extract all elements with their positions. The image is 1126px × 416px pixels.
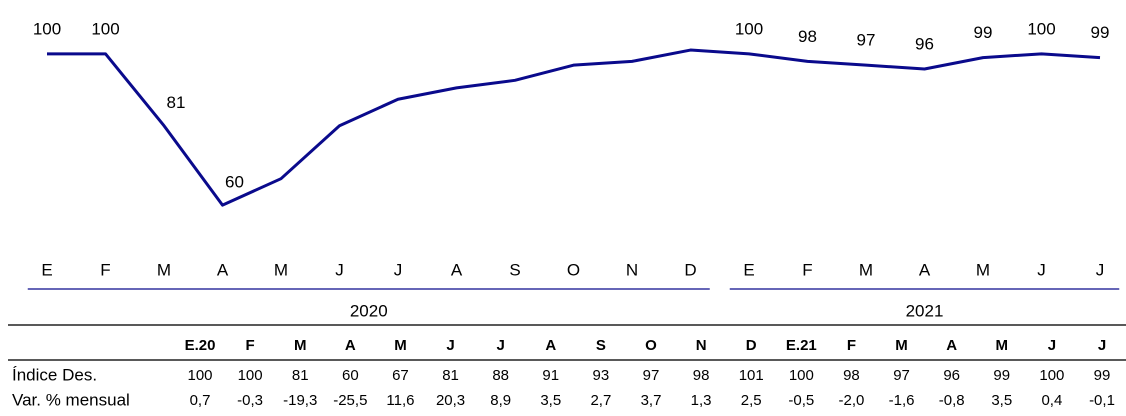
table-cell: -25,5 bbox=[333, 392, 367, 409]
table-cell: 97 bbox=[893, 367, 910, 384]
table-cell: 20,3 bbox=[436, 392, 465, 409]
table-header-cell: F bbox=[246, 337, 255, 354]
x-tick-label: F bbox=[802, 260, 812, 279]
x-tick-label: M bbox=[976, 260, 990, 279]
x-tick-label: J bbox=[1037, 260, 1046, 279]
data-label: 81 bbox=[167, 93, 186, 112]
data-label: 100 bbox=[735, 19, 763, 38]
x-tick-label: J bbox=[394, 260, 403, 279]
x-tick-label: N bbox=[626, 260, 638, 279]
table-cell: 8,9 bbox=[490, 392, 511, 409]
table-cell: 100 bbox=[1039, 367, 1064, 384]
x-tick-label: O bbox=[567, 260, 580, 279]
table-cell: 3,5 bbox=[540, 392, 561, 409]
table-cell: -0,8 bbox=[939, 392, 965, 409]
table-cell: 0,7 bbox=[190, 392, 211, 409]
table-cell: 3,7 bbox=[641, 392, 662, 409]
data-label: 96 bbox=[915, 34, 934, 53]
x-tick-label: D bbox=[684, 260, 696, 279]
data-label: 99 bbox=[1091, 23, 1110, 42]
data-label: 98 bbox=[798, 27, 817, 46]
table-header-cell: F bbox=[847, 337, 856, 354]
table-header-cell: M bbox=[394, 337, 407, 354]
table-header-cell: N bbox=[696, 337, 707, 354]
table-cell: -1,6 bbox=[889, 392, 915, 409]
x-tick-label: F bbox=[100, 260, 110, 279]
table-cell: 98 bbox=[693, 367, 710, 384]
year-label: 2021 bbox=[906, 301, 944, 320]
table-cell: 97 bbox=[643, 367, 660, 384]
x-tick-label: E bbox=[743, 260, 754, 279]
table-header-cell: J bbox=[1098, 337, 1106, 354]
data-label: 99 bbox=[974, 23, 993, 42]
table-cell: 101 bbox=[739, 367, 764, 384]
table-header-cell: J bbox=[1048, 337, 1056, 354]
table-header-cell: M bbox=[895, 337, 908, 354]
table-header-cell: E.21 bbox=[786, 337, 817, 354]
data-label: 97 bbox=[857, 31, 876, 50]
table-cell: -19,3 bbox=[283, 392, 317, 409]
table-cell: 1,3 bbox=[691, 392, 712, 409]
x-tick-label: J bbox=[335, 260, 344, 279]
table-cell: -0,5 bbox=[788, 392, 814, 409]
data-label: 100 bbox=[1027, 19, 1055, 38]
row-label: Índice Des. bbox=[12, 365, 97, 384]
table-cell: 0,4 bbox=[1041, 392, 1062, 409]
table-cell: 60 bbox=[342, 367, 359, 384]
x-tick-label: E bbox=[41, 260, 52, 279]
x-tick-label: M bbox=[274, 260, 288, 279]
row-label: Var. % mensual bbox=[12, 390, 130, 409]
line bbox=[47, 48, 1101, 207]
table-cell: 2,5 bbox=[741, 392, 762, 409]
table-header-cell: A bbox=[545, 337, 556, 354]
table-cell: 100 bbox=[789, 367, 814, 384]
table-cell: 3,5 bbox=[991, 392, 1012, 409]
table-cell: -0,3 bbox=[237, 392, 263, 409]
table-cell: 99 bbox=[993, 367, 1010, 384]
x-tick-label: M bbox=[157, 260, 171, 279]
data-label: 100 bbox=[33, 19, 61, 38]
table-header-cell: O bbox=[645, 337, 657, 354]
table-header-cell: D bbox=[746, 337, 757, 354]
table-cell: 67 bbox=[392, 367, 409, 384]
x-tick-label: A bbox=[217, 260, 229, 279]
x-tick-label: M bbox=[859, 260, 873, 279]
x-tick-label: A bbox=[919, 260, 931, 279]
table-header-cell: M bbox=[294, 337, 307, 354]
table-header-cell: J bbox=[446, 337, 454, 354]
year-label: 2020 bbox=[350, 301, 388, 320]
table-cell: 100 bbox=[187, 367, 212, 384]
data-label: 100 bbox=[91, 19, 119, 38]
table-cell: 99 bbox=[1094, 367, 1111, 384]
data-label: 60 bbox=[225, 173, 244, 192]
table-cell: 11,6 bbox=[386, 392, 414, 409]
table-header-cell: E.20 bbox=[185, 337, 216, 354]
table-cell: 100 bbox=[238, 367, 263, 384]
table-cell: -0,1 bbox=[1089, 392, 1115, 409]
table-header-cell: J bbox=[496, 337, 504, 354]
table-header-cell: M bbox=[996, 337, 1009, 354]
table-cell: 81 bbox=[292, 367, 309, 384]
table-cell: 93 bbox=[593, 367, 610, 384]
table-cell: 2,7 bbox=[590, 392, 611, 409]
x-tick-label: S bbox=[509, 260, 520, 279]
table-cell: 98 bbox=[843, 367, 860, 384]
table-header-cell: A bbox=[345, 337, 356, 354]
table-cell: 81 bbox=[442, 367, 459, 384]
table-cell: -2,0 bbox=[839, 392, 865, 409]
table-header-cell: S bbox=[596, 337, 606, 354]
table-cell: 96 bbox=[943, 367, 960, 384]
x-tick-label: J bbox=[1096, 260, 1105, 279]
x-tick-label: A bbox=[451, 260, 463, 279]
table-header-cell: A bbox=[946, 337, 957, 354]
table-cell: 91 bbox=[542, 367, 559, 384]
table-cell: 88 bbox=[492, 367, 509, 384]
